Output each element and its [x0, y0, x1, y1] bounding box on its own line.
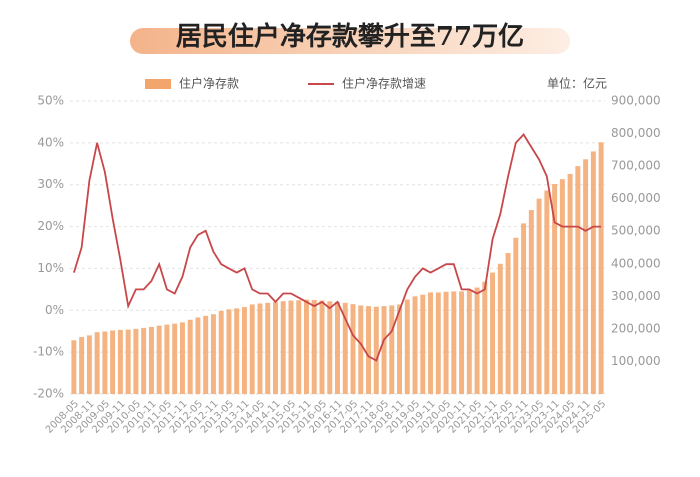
bar: [280, 301, 286, 394]
bar: [350, 304, 356, 394]
y2-tick-label: 400,000: [611, 256, 661, 270]
bar: [288, 300, 294, 394]
bar: [156, 325, 162, 394]
bar: [249, 304, 255, 394]
bar: [412, 296, 418, 394]
bar: [559, 179, 565, 394]
bar: [203, 315, 209, 394]
title-background: [130, 28, 570, 54]
y2-tick-label: 600,000: [611, 191, 661, 205]
bar: [187, 319, 193, 394]
bar: [420, 294, 426, 394]
bar: [218, 310, 224, 394]
y2-tick-label: 500,000: [611, 224, 661, 238]
y2-tick-label: 700,000: [611, 159, 661, 173]
bar: [466, 289, 472, 394]
bar: [575, 166, 581, 394]
chart-title: 居民住户净存款攀升至77万亿: [176, 21, 524, 52]
bar: [335, 301, 340, 394]
bar: [513, 237, 519, 394]
bar: [358, 305, 364, 394]
bar: [404, 299, 410, 394]
bar: [164, 324, 170, 394]
bar: [79, 337, 85, 394]
bar: [265, 302, 271, 394]
bar: [71, 340, 77, 394]
unit-label: 单位：亿元: [547, 76, 607, 91]
legend-label: 住户净存款增速: [342, 76, 426, 91]
bar: [459, 291, 465, 394]
bar: [381, 306, 387, 394]
bar: [528, 210, 534, 394]
bar: [257, 303, 263, 394]
y2-tick-label: 300,000: [611, 289, 661, 303]
bar: [552, 184, 558, 394]
bar: [141, 327, 147, 394]
bar: [544, 190, 550, 394]
bar: [148, 326, 154, 394]
bar: [428, 292, 434, 394]
y-tick-label: -20%: [33, 387, 64, 401]
y2-tick-label: 200,000: [611, 321, 661, 335]
bar: [373, 306, 379, 394]
bar: [172, 323, 178, 394]
y2-tick-label: 900,000: [611, 94, 661, 108]
bar: [536, 198, 542, 394]
bar: [598, 142, 604, 394]
bar: [521, 223, 527, 394]
bar: [435, 292, 441, 394]
bar: [304, 299, 309, 394]
y-tick-label: 20%: [37, 219, 64, 233]
bar: [482, 281, 488, 394]
bar: [319, 300, 325, 394]
bar: [451, 291, 457, 394]
y-tick-label: 40%: [37, 135, 64, 149]
bar: [567, 173, 573, 394]
bar: [443, 291, 449, 394]
bar: [210, 314, 216, 394]
y-tick-label: 30%: [37, 177, 64, 191]
bar: [94, 332, 100, 394]
bar: [117, 329, 123, 394]
bar: [86, 335, 92, 394]
bar: [389, 305, 395, 394]
bar: [125, 329, 131, 394]
y-tick-label: 50%: [37, 94, 64, 108]
bar: [342, 302, 348, 394]
bar: [505, 253, 511, 394]
bar: [272, 302, 278, 394]
bar: [241, 307, 247, 394]
bar: [583, 159, 589, 394]
y-tick-label: -10%: [33, 345, 64, 359]
bar: [590, 151, 596, 394]
y-tick-label: 0%: [45, 303, 64, 317]
bar: [497, 263, 503, 394]
bar: [490, 272, 496, 394]
bar: [327, 301, 333, 394]
y2-tick-label: 100,000: [611, 354, 661, 368]
bar: [397, 304, 403, 394]
bar: [474, 287, 480, 394]
legend-label: 住户净存款: [179, 76, 239, 91]
bar: [102, 331, 108, 394]
bar: [110, 330, 116, 394]
line: [73, 133, 602, 362]
bar: [311, 299, 317, 394]
bar: [234, 308, 240, 394]
y2-tick-label: 800,000: [611, 126, 661, 140]
legend-swatch: [145, 79, 171, 89]
bar: [366, 306, 371, 394]
bar: [296, 300, 302, 394]
bar: [179, 322, 185, 394]
bar: [226, 309, 232, 394]
y-tick-label: 10%: [37, 261, 64, 275]
bar: [133, 328, 139, 394]
bar: [195, 317, 201, 394]
